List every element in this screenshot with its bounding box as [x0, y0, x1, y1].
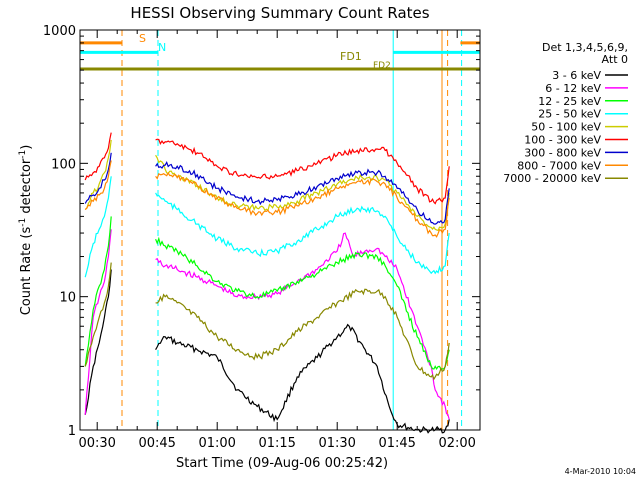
series-line	[84, 176, 450, 278]
date-stamp: 4-Mar-2010 10:04	[565, 467, 636, 476]
series-line	[84, 152, 450, 225]
y-axis-label-sup2: -1	[18, 150, 28, 159]
series-line	[84, 160, 450, 238]
y-axis-label-sup1: -1	[18, 218, 28, 227]
y-tick-label: 10	[59, 291, 76, 306]
legend-label: 50 - 100 keV	[531, 121, 601, 134]
plot-frame	[79, 29, 481, 431]
legend-header-line2: Att 0	[602, 53, 628, 66]
y-axis-label-main: Count Rate (s	[19, 227, 34, 316]
legend-header-line1: Det 1,3,4,5,6,9,	[542, 41, 628, 54]
y-axis: 1 10 100 1000	[43, 24, 480, 439]
y-axis-label-mid: detector	[19, 158, 34, 218]
vertical-markers	[121, 30, 463, 430]
legend-label: 3 - 6 keV	[552, 69, 601, 82]
flag-label-fd1: FD1	[340, 50, 362, 63]
x-tick-label: 01:00	[198, 436, 235, 451]
x-tick-label: 01:45	[378, 436, 415, 451]
series-line	[84, 269, 450, 434]
y-tick-label: 1000	[43, 24, 76, 39]
series-line	[84, 216, 450, 371]
x-tick-label: 01:30	[318, 436, 355, 451]
legend-label: 7000 - 20000 keV	[503, 172, 601, 185]
y-tick-label: 1	[68, 424, 76, 439]
flag-label-n: N	[158, 41, 166, 54]
legend-label: 800 - 7000 keV	[517, 159, 601, 172]
series-line	[84, 229, 450, 420]
legend-label: 12 - 25 keV	[538, 95, 601, 108]
legend-label: 300 - 800 keV	[524, 146, 601, 159]
legend-label: 25 - 50 keV	[538, 108, 601, 121]
series-line	[84, 262, 450, 381]
y-axis-label-end: )	[19, 145, 34, 150]
series-line	[84, 132, 450, 205]
flag-label-s: S	[139, 32, 146, 45]
chart-title: HESSI Observing Summary Count Rates	[130, 4, 429, 22]
legend-label: 100 - 300 keV	[524, 134, 601, 147]
x-axis-label: Start Time (09-Aug-06 00:25:42)	[176, 456, 388, 471]
observing-flags	[80, 41, 480, 71]
x-tick-label: 02:00	[438, 436, 475, 451]
x-axis: 00:30 00:45 01:00 01:15 01:30 01:45 02:00	[78, 30, 476, 451]
series-line	[84, 139, 450, 232]
x-tick-label: 01:15	[258, 436, 295, 451]
x-tick-label: 00:30	[78, 436, 115, 451]
series-lines	[84, 132, 450, 434]
y-tick-label: 100	[51, 157, 76, 172]
legend-label: 6 - 12 keV	[545, 82, 601, 95]
x-tick-label: 00:45	[138, 436, 175, 451]
flag-label-fd2: FD2	[373, 61, 391, 71]
y-axis-label: Count Rate (s-1 detector-1)	[18, 145, 34, 316]
